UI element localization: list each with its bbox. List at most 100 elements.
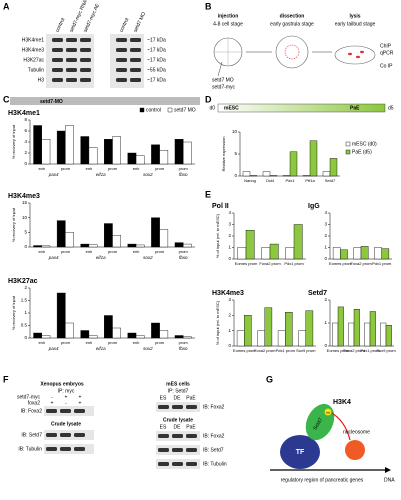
band: [60, 409, 71, 413]
legend-label: mESC (d0): [352, 141, 377, 147]
band: [172, 462, 183, 466]
condition-mark: +: [65, 394, 68, 400]
y-tick-label: 4: [24, 139, 27, 144]
x-tick-label: Pdx1 prom: [372, 261, 392, 266]
x-tick-label: enh: [86, 166, 93, 171]
bar: [348, 322, 355, 347]
x-tick-label: enh: [133, 166, 140, 171]
band: [52, 68, 63, 72]
x-tick-label: Eomes prom: [327, 348, 350, 353]
bar: [244, 315, 252, 347]
assay: Co IP: [380, 63, 393, 69]
band: [172, 434, 183, 438]
panel-letter: F: [3, 374, 9, 384]
explant: [356, 55, 360, 59]
legend-label: control: [146, 107, 161, 113]
bar: [88, 335, 98, 339]
group-label: sox2: [143, 255, 153, 260]
x-tick-label: enh: [133, 249, 140, 254]
x-tick-label: Pdx1: [285, 178, 295, 183]
band: [52, 48, 63, 52]
band: [46, 433, 57, 437]
x-tick-label: Foxa2 prom: [350, 261, 372, 266]
group-label: eif1a: [96, 172, 106, 177]
header-bar: [10, 97, 200, 105]
legend-label: PaE (d5): [352, 149, 372, 155]
ip: IP: myc: [58, 388, 75, 394]
bar: [285, 312, 293, 347]
x-tick-label: Sox9 prom: [376, 348, 396, 353]
y-tick-label: 0: [234, 173, 237, 178]
row-label: H3: [38, 77, 45, 83]
row-label: H3K4me3: [22, 47, 44, 53]
bar: [33, 332, 42, 339]
pointer: [217, 61, 223, 77]
bar: [257, 330, 265, 347]
bar: [80, 136, 90, 165]
y-tick-label: 3: [228, 222, 231, 227]
bar: [135, 244, 145, 248]
bar: [381, 248, 390, 260]
group-label: sox2: [143, 172, 153, 177]
title: Xenopus embryos: [40, 381, 84, 387]
x-tick-label: prom: [179, 249, 189, 254]
stage: 4-8 cell stage: [213, 21, 243, 27]
y-tick-label: 0: [24, 161, 27, 166]
bar: [41, 139, 51, 165]
x-tick-label: Eomes prom: [235, 261, 258, 266]
x-tick-label: Sox9 prom: [296, 348, 316, 353]
bar: [127, 332, 137, 339]
blot-label: IB: Tubulin: [203, 461, 227, 467]
x-tick-label: enh: [86, 340, 93, 345]
y-tick-label: 1.5: [21, 298, 28, 303]
y-tick-label: 6: [24, 128, 27, 133]
x-tick-label: enh: [38, 166, 45, 171]
y-tick-label: 4: [228, 210, 231, 215]
title: mES cells: [166, 381, 190, 387]
x-tick-label: enh: [86, 249, 93, 254]
chart-title: IgG: [308, 203, 320, 210]
y-axis-label: % recovery of input: [11, 295, 16, 330]
lane: ES: [160, 395, 167, 401]
x-tick-label: prom: [61, 249, 71, 254]
panel-letter: E: [205, 189, 211, 199]
x-tick-label: prom: [108, 166, 118, 171]
band: [52, 38, 63, 42]
bar: [261, 247, 271, 260]
size-label: ~55 kDa: [147, 67, 166, 73]
bar: [337, 306, 344, 347]
band: [158, 462, 169, 466]
x-tick-label: Eomes prom: [329, 261, 352, 266]
band: [74, 433, 85, 437]
bar: [340, 249, 348, 260]
bar: [364, 322, 371, 347]
group-label: eif1a: [96, 255, 106, 260]
nucleosome: [345, 440, 365, 460]
bar: [353, 309, 360, 347]
size-label: ~17 kDa: [147, 37, 166, 43]
size-label: ~17 kDa: [147, 57, 166, 63]
methyl: [324, 408, 332, 416]
bar: [41, 335, 51, 339]
bar: [360, 246, 369, 260]
legend-swatch: [139, 107, 145, 113]
bar: [135, 155, 145, 165]
size-label: ~17 kDa: [147, 47, 166, 53]
methyl-label: me: [326, 410, 330, 414]
condition-mark: -: [65, 400, 67, 406]
x-tick-label: prom: [179, 340, 189, 345]
assay: qPCR: [380, 50, 394, 56]
y-tick-label: 5: [24, 230, 27, 235]
mark-label: H3K4: [333, 399, 351, 406]
y-tick-label: 15: [22, 200, 28, 205]
section: Crude lysate: [163, 417, 193, 423]
y-tick-label: 1: [228, 245, 231, 250]
band: [172, 448, 183, 452]
condition: foxa2: [28, 400, 40, 406]
stage: mESC: [224, 105, 239, 111]
lane: ES: [160, 424, 167, 430]
x-tick-label: prom: [155, 249, 165, 254]
bar: [151, 144, 160, 165]
legend-swatch: [167, 107, 173, 113]
bar: [112, 235, 121, 248]
